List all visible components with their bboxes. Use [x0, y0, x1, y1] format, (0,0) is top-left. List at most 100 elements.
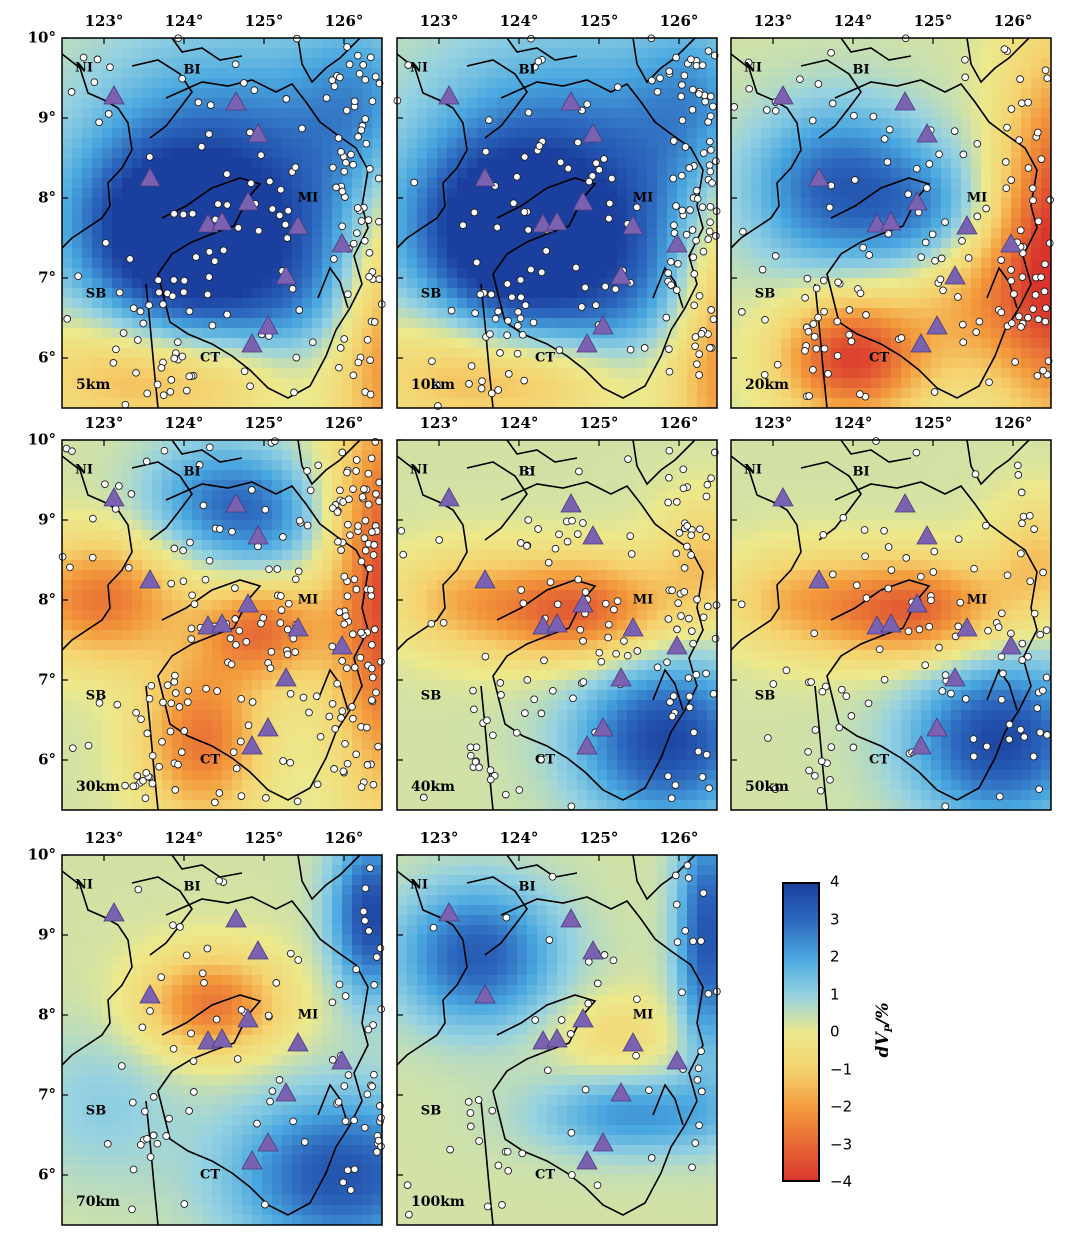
circle-icon: [352, 456, 361, 464]
circle-icon: [488, 1106, 497, 1115]
map-frame: [61, 37, 383, 409]
circle-icon: [684, 674, 693, 682]
circle-icon: [667, 281, 675, 289]
circle-icon: [504, 316, 512, 325]
circle-icon: [695, 1121, 703, 1130]
circle-icon: [593, 979, 602, 988]
circle-icon: [341, 1117, 350, 1126]
circle-icon: [344, 1071, 353, 1079]
circle-icon: [129, 304, 138, 313]
circle-icon: [1029, 752, 1038, 761]
triangle-icon: [622, 215, 644, 235]
circle-icon: [519, 599, 528, 608]
circle-icon: [588, 172, 597, 180]
circle-icon: [136, 1140, 145, 1149]
circle-icon: [520, 376, 529, 385]
circle-icon: [826, 775, 834, 784]
circle-icon: [938, 687, 947, 695]
circle-icon: [357, 628, 365, 637]
circle-icon: [223, 170, 231, 178]
circle-icon: [521, 709, 529, 717]
circle-icon: [515, 786, 524, 794]
circle-icon: [439, 618, 448, 627]
depth-label: 30km: [76, 779, 120, 795]
longitude-label: 124°: [164, 829, 204, 847]
circle-icon: [357, 126, 366, 135]
coastline: [61, 455, 133, 651]
circle-icon: [969, 752, 978, 761]
circle-icon: [707, 306, 716, 314]
circle-icon: [512, 728, 521, 737]
circle-icon: [246, 382, 254, 391]
circle-icon: [157, 973, 166, 981]
circle-icon: [1029, 305, 1037, 313]
circle-icon: [702, 750, 711, 759]
circle-icon: [470, 705, 478, 714]
circle-icon: [166, 727, 175, 736]
circle-icon: [145, 694, 154, 703]
circle-icon: [810, 629, 819, 638]
circle-icon: [680, 587, 689, 596]
circle-icon: [338, 657, 347, 665]
circle-icon: [498, 1201, 506, 1209]
colorbar: [782, 882, 820, 1183]
circle-icon: [685, 703, 694, 712]
circle-icon: [859, 243, 867, 252]
circle-icon: [370, 981, 379, 989]
circle-icon: [833, 351, 842, 360]
circle-icon: [865, 251, 874, 259]
circle-icon: [698, 773, 707, 781]
circle-icon: [1016, 226, 1025, 235]
circle-icon: [975, 317, 984, 326]
triangle-icon: [474, 984, 496, 1004]
circle-icon: [698, 61, 707, 70]
circle-icon: [973, 212, 982, 221]
triangle-icon: [139, 984, 161, 1004]
circle-icon: [377, 1113, 385, 1122]
triangle-icon: [257, 717, 279, 737]
circle-icon: [623, 651, 632, 660]
circle-icon: [709, 689, 718, 698]
circle-icon: [762, 106, 771, 114]
circle-icon: [807, 678, 815, 686]
circle-icon: [1036, 630, 1045, 639]
triangle-icon: [610, 265, 632, 285]
circle-icon: [970, 564, 978, 573]
circle-icon: [694, 1064, 703, 1073]
circle-icon: [343, 759, 352, 768]
circle-icon: [365, 165, 374, 173]
circle-icon: [708, 179, 716, 187]
circle-icon: [366, 53, 375, 62]
circle-icon: [520, 153, 529, 161]
circle-icon: [956, 598, 965, 607]
triangle-icon: [576, 1150, 598, 1170]
circle-icon: [375, 79, 384, 88]
circle-icon: [189, 1088, 198, 1096]
latitude-label: 7°: [38, 670, 56, 689]
circle-icon: [801, 293, 809, 302]
region-label: CT: [199, 752, 221, 768]
longitude-label: 123°: [419, 829, 459, 847]
region-label: MI: [966, 190, 988, 206]
circle-icon: [502, 913, 511, 922]
circle-icon: [1000, 45, 1009, 53]
coastline: [506, 439, 578, 463]
circle-icon: [344, 520, 352, 529]
circle-icon: [322, 94, 331, 102]
circle-icon: [174, 760, 182, 769]
circle-icon: [266, 1097, 274, 1106]
region-label: NI: [410, 60, 428, 76]
circle-icon: [404, 61, 413, 69]
circle-icon: [1038, 686, 1047, 695]
circle-icon: [1007, 176, 1016, 184]
triangle-icon: [916, 525, 938, 545]
circle-icon: [912, 164, 921, 173]
circle-icon: [141, 1107, 149, 1116]
circle-icon: [697, 1087, 706, 1096]
circle-icon: [148, 751, 157, 760]
circle-icon: [340, 167, 349, 176]
circle-icon: [1018, 656, 1027, 664]
circle-icon: [569, 694, 577, 703]
coastline: [466, 461, 528, 541]
circle-icon: [345, 495, 353, 504]
